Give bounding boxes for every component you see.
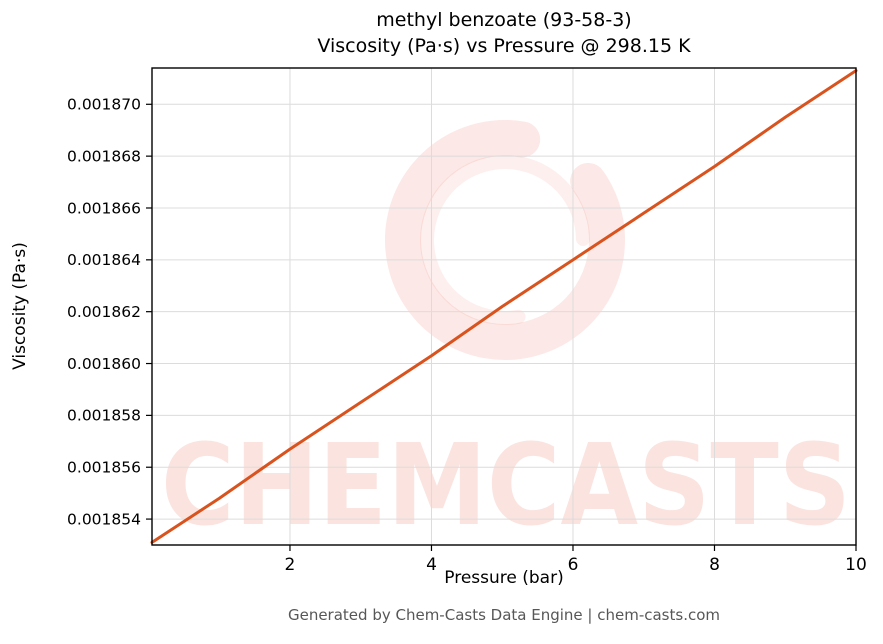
plot-frame: [151, 67, 857, 546]
y-tick-label: 0.001868: [67, 147, 141, 165]
x-tick-label: 2: [285, 555, 296, 575]
y-tick-label: 0.001862: [67, 303, 141, 321]
y-axis-label: Viscosity (Pa·s): [10, 242, 30, 370]
x-tick-label: 4: [426, 555, 437, 575]
chart-title-line1: methyl benzoate (93-58-3): [376, 9, 632, 31]
x-tick-label: 10: [845, 555, 867, 575]
data-line-viscosity: [150, 69, 858, 544]
y-tick-label: 0.001866: [67, 199, 141, 217]
y-tick-label: 0.001858: [67, 407, 141, 425]
x-axis-label: Pressure (bar): [444, 568, 564, 588]
chart-title-line2: Viscosity (Pa·s) vs Pressure @ 298.15 K: [317, 34, 691, 57]
y-tick-label: 0.001854: [67, 510, 141, 528]
y-tick-label: 0.001870: [67, 96, 141, 114]
y-tick-label: 0.001856: [67, 458, 141, 476]
x-tick-label: 8: [709, 555, 720, 575]
axis-ticks: 2 4 6 8 10 0.001854 0.001856 0.001858 0.001860 0.…: [67, 96, 867, 575]
watermark-text: CHEMCASTS: [161, 421, 851, 551]
y-tick-label: 0.001864: [67, 251, 141, 269]
footer-attribution: Generated by Chem-Casts Data Engine | ch…: [287, 606, 721, 624]
chart-title: methyl benzoate (93-58-3) Viscosity (Pa·…: [152, 8, 856, 59]
y-tick-label: 0.001860: [67, 355, 141, 373]
x-tick-label: 6: [568, 555, 579, 575]
